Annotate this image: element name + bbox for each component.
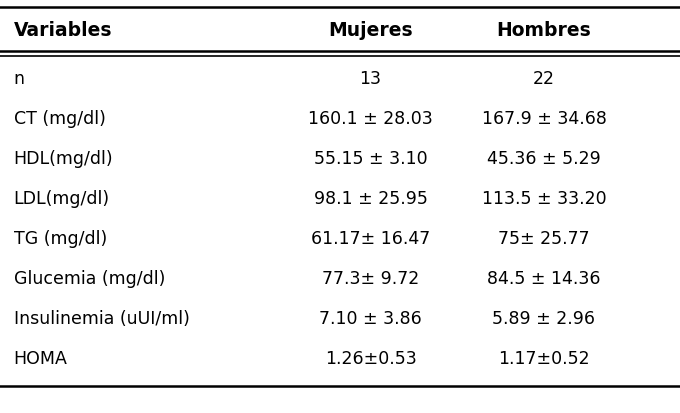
Text: 55.15 ± 3.10: 55.15 ± 3.10 xyxy=(313,150,428,168)
Text: LDL(mg/dl): LDL(mg/dl) xyxy=(14,190,109,207)
Text: 45.36 ± 5.29: 45.36 ± 5.29 xyxy=(487,150,601,168)
Text: Mujeres: Mujeres xyxy=(328,21,413,39)
Text: 5.89 ± 2.96: 5.89 ± 2.96 xyxy=(492,309,596,327)
Text: 22: 22 xyxy=(533,70,555,88)
Text: HDL(mg/dl): HDL(mg/dl) xyxy=(14,150,114,168)
Text: n: n xyxy=(14,70,24,88)
Text: 7.10 ± 3.86: 7.10 ± 3.86 xyxy=(319,309,422,327)
Text: 113.5 ± 33.20: 113.5 ± 33.20 xyxy=(481,190,607,207)
Text: 1.26±0.53: 1.26±0.53 xyxy=(325,349,416,367)
Text: 1.17±0.52: 1.17±0.52 xyxy=(498,349,590,367)
Text: HOMA: HOMA xyxy=(14,349,67,367)
Text: 13: 13 xyxy=(360,70,381,88)
Text: 98.1 ± 25.95: 98.1 ± 25.95 xyxy=(313,190,428,207)
Text: Insulinemia (uUI/ml): Insulinemia (uUI/ml) xyxy=(14,309,190,327)
Text: 77.3± 9.72: 77.3± 9.72 xyxy=(322,269,420,287)
Text: 167.9 ± 34.68: 167.9 ± 34.68 xyxy=(481,110,607,128)
Text: 160.1 ± 28.03: 160.1 ± 28.03 xyxy=(308,110,433,128)
Text: Variables: Variables xyxy=(14,21,112,39)
Text: CT (mg/dl): CT (mg/dl) xyxy=(14,110,105,128)
Text: TG (mg/dl): TG (mg/dl) xyxy=(14,230,107,247)
Text: Glucemia (mg/dl): Glucemia (mg/dl) xyxy=(14,269,165,287)
Text: 75± 25.77: 75± 25.77 xyxy=(498,230,590,247)
Text: 61.17± 16.47: 61.17± 16.47 xyxy=(311,230,430,247)
Text: Hombres: Hombres xyxy=(496,21,592,39)
Text: 84.5 ± 14.36: 84.5 ± 14.36 xyxy=(488,269,600,287)
